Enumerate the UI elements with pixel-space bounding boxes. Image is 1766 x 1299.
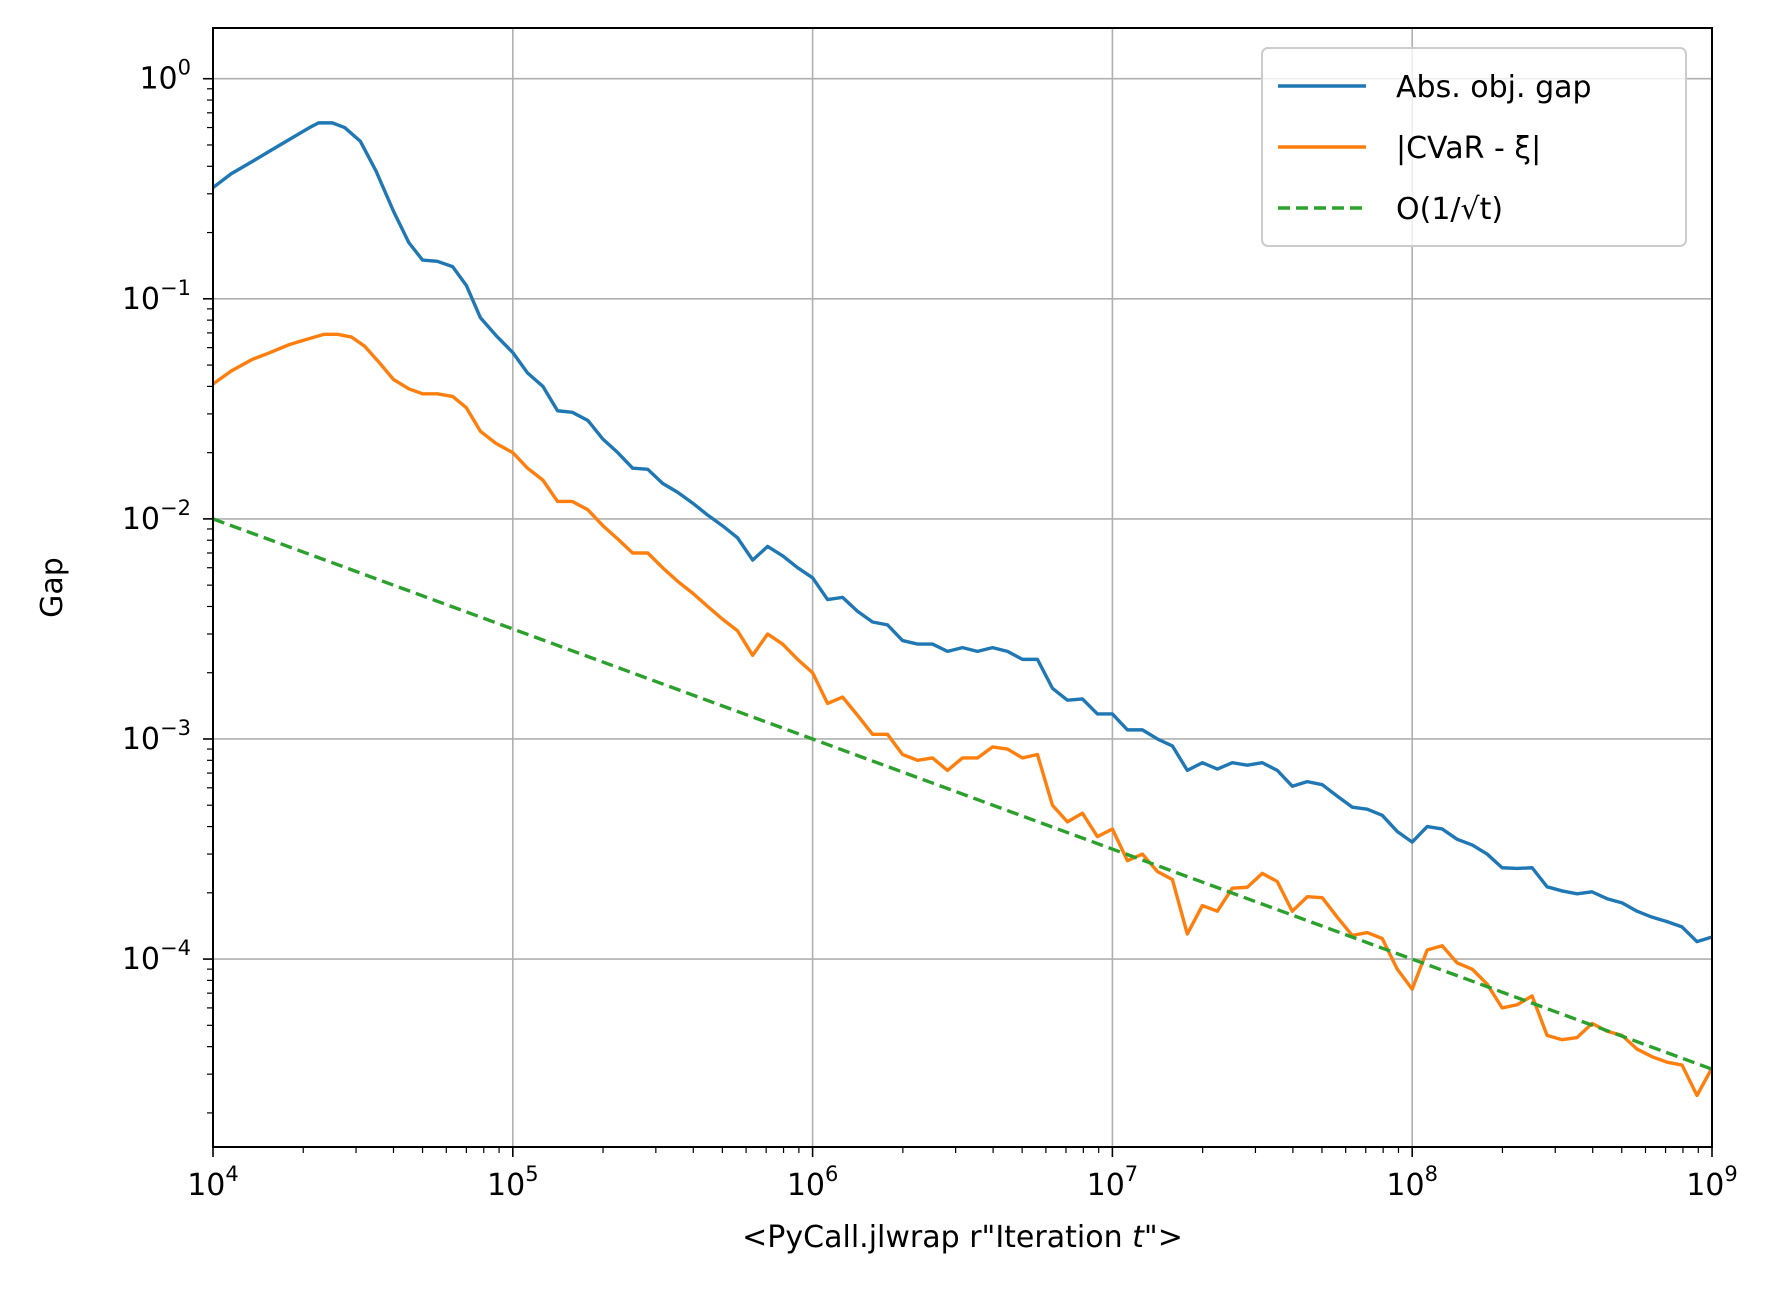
series-line-3 (213, 517, 1712, 1071)
plot-frame (212, 27, 1713, 1148)
legend-label-2: |CVaR - ξ| (1396, 131, 1541, 166)
legend: Abs. obj. gap |CVaR - ξ| O(1/√t) (1261, 47, 1687, 247)
legend-box (1261, 47, 1687, 247)
series-line-2 (213, 332, 1712, 1098)
tick-labels: 104 105 106 107 108 109 100 10−1 10−2 10−3 10−4 (122, 56, 1738, 1203)
x-axis-label: <PyCall.jlwrap r"Iteration t"> (742, 1220, 1183, 1255)
x-tick-label: 106 (787, 1162, 839, 1203)
grid (212, 28, 1713, 1147)
x-axis-label-suffix: "> (1144, 1220, 1183, 1255)
y-tick-label: 10−2 (122, 496, 191, 537)
y-tick-label: 10−1 (122, 276, 191, 317)
x-axis-label-variable: t (1132, 1220, 1145, 1255)
y-tick-label: 100 (139, 56, 191, 97)
x-tick-label: 105 (487, 1162, 539, 1203)
x-tick-label: 107 (1087, 1162, 1139, 1203)
series-line-1 (213, 121, 1712, 944)
x-axis-label-prefix: <PyCall.jlwrap r"Iteration (742, 1220, 1132, 1255)
y-axis-label: Gap (35, 557, 70, 618)
legend-label-1: Abs. obj. gap (1396, 70, 1592, 105)
plot-area (213, 121, 1712, 1098)
major-ticks (203, 77, 1713, 1157)
y-tick-label: 10−3 (122, 716, 191, 757)
legend-label-3: O(1/√t) (1396, 192, 1503, 227)
x-tick-label: 108 (1386, 1162, 1438, 1203)
x-tick-label: 104 (187, 1162, 239, 1203)
y-tick-label: 10−4 (122, 936, 191, 977)
x-tick-label: 109 (1686, 1162, 1738, 1203)
